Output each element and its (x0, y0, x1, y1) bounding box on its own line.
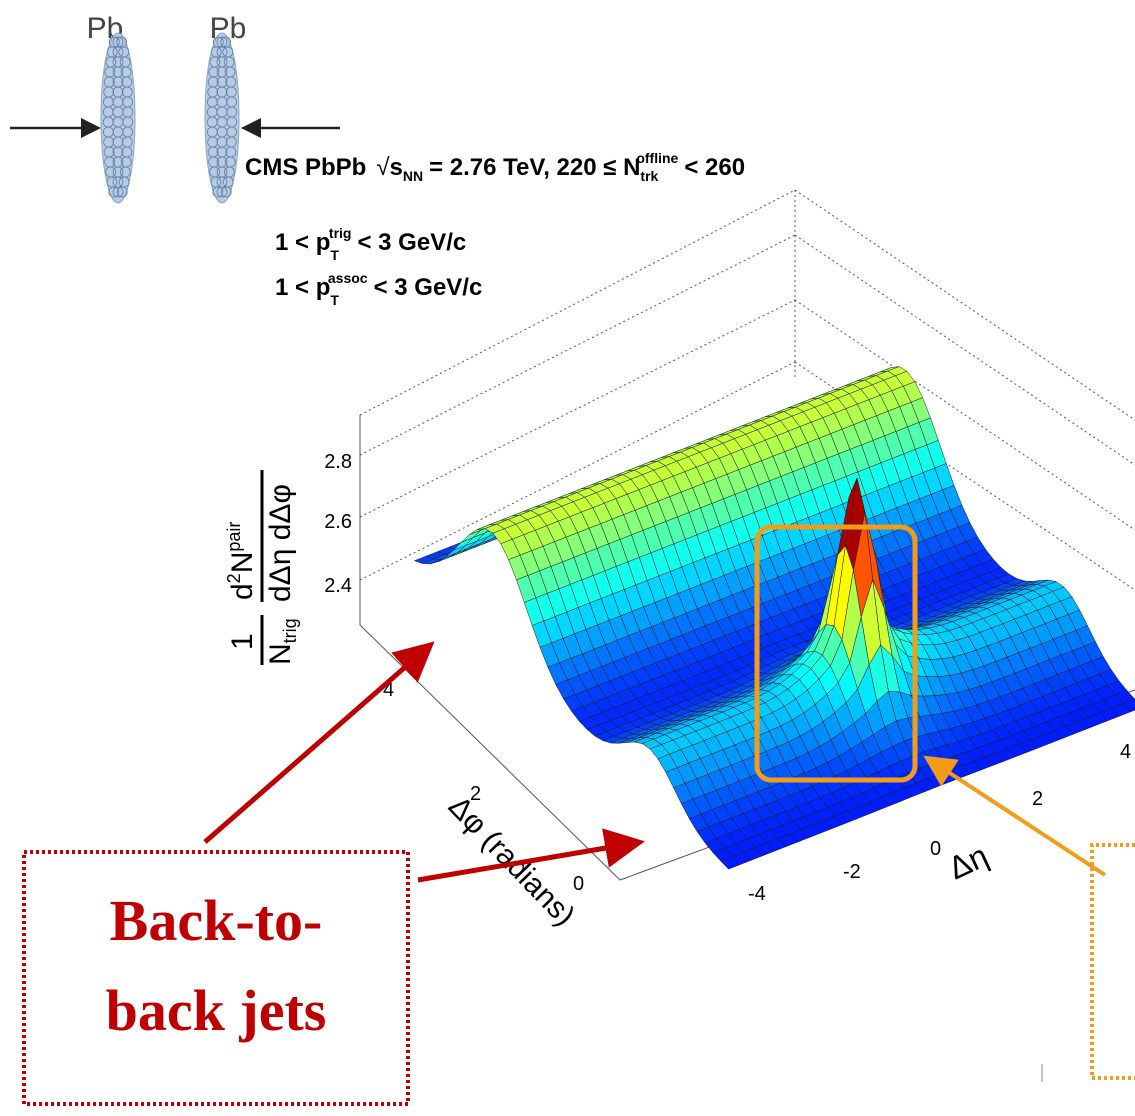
text: 1 < p (275, 229, 330, 256)
nucleon (108, 36, 120, 48)
text: dΔη dΔφ (264, 484, 297, 602)
text: < 3 GeV/c (357, 229, 466, 256)
z-tick-label: 2.6 (324, 511, 352, 533)
eta-tick-label: 4 (1120, 741, 1131, 763)
phi-axis-label: Δφ (radians) (442, 790, 581, 932)
nucleus (100, 32, 136, 204)
peak-highlight (754, 524, 918, 783)
phi-tick-label: 2 (470, 783, 481, 805)
text: 2 (224, 573, 244, 583)
arrow (923, 755, 1107, 877)
nucleus (204, 32, 240, 204)
nucleon (220, 186, 232, 198)
surface-cell (720, 856, 741, 870)
text: NN (403, 168, 423, 184)
nucleon (220, 36, 232, 48)
text: T (330, 292, 339, 308)
text: < 3 GeV/c (374, 274, 483, 301)
eta-tick-label: 2 (1032, 788, 1043, 810)
z-tick-label: 2.4 (324, 575, 352, 597)
text: 1 < p (275, 274, 330, 301)
cut-label: 1 < pTassoc < 3 GeV/c (275, 270, 482, 308)
nucleon (212, 186, 224, 198)
annotation-text: back jets (106, 978, 327, 1043)
eta-axis-label: Δη (943, 837, 994, 886)
surface-plot (413, 366, 1135, 870)
text: N (226, 552, 259, 574)
arrow (417, 828, 645, 883)
text: s (390, 154, 403, 181)
text: trk (640, 168, 658, 184)
text: Ntrig (264, 618, 300, 665)
plot-frame (359, 189, 1135, 881)
eta-tick-label: 0 (930, 838, 941, 860)
eta-tick-label: -2 (843, 861, 861, 883)
text: trig (329, 225, 352, 241)
phi-tick-label: 4 (383, 679, 394, 701)
text: 1 (226, 633, 259, 650)
phi-tick-label: 0 (573, 873, 584, 895)
arrow (203, 641, 435, 844)
text: < 260 (684, 154, 745, 181)
text: assoc (328, 270, 368, 286)
nucleon (116, 36, 128, 48)
text: pair (224, 522, 244, 552)
cut-label: 1 < pTtrig < 3 GeV/c (275, 225, 466, 263)
z-tick-label: 2.8 (324, 451, 352, 473)
nucleon (212, 36, 224, 48)
z-axis-label: 1 Ntrig d2Npair dΔη dΔφ (224, 470, 300, 665)
text: √ (376, 154, 390, 181)
text: T (330, 247, 339, 263)
text: = 2.76 TeV, 220 ≤ N (429, 154, 640, 181)
nucleon (116, 186, 128, 198)
nucleon (112, 186, 124, 198)
callout-box (22, 850, 410, 1106)
nucleon (108, 186, 120, 198)
annotation-text: Back-to- (110, 888, 323, 953)
plot-title: CMS PbPb √sNN = 2.76 TeV, 220 ≤ Ntrk offlin… (245, 150, 745, 184)
text: d2Npair (224, 522, 259, 600)
text: offline (636, 150, 678, 166)
collision-cartoon: Pb Pb (10, 12, 340, 204)
callout-box (1090, 843, 1135, 1080)
text: CMS PbPb (245, 154, 366, 181)
text: d (226, 583, 259, 600)
eta-tick-label: -4 (748, 883, 766, 905)
text: N (264, 643, 297, 665)
text: trig (280, 618, 300, 643)
nucleon (216, 186, 228, 198)
